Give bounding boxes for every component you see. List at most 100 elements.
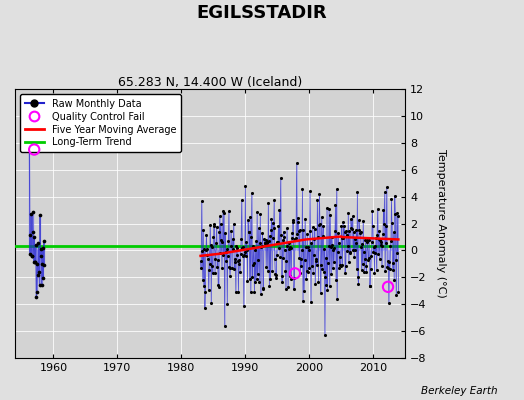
Point [271,274,280,281]
Point [314,233,322,240]
Point [370,270,378,276]
Point [239,253,247,260]
Point [343,248,352,254]
Point [282,286,290,292]
Point [267,227,275,233]
Point [212,224,221,230]
Point [326,212,334,219]
Point [340,222,348,229]
Point [298,247,306,254]
Point [296,227,304,233]
Point [211,256,220,262]
Point [225,208,233,215]
Point [254,257,263,264]
Point [368,223,377,230]
Point [346,250,355,256]
Point [379,231,387,238]
Point [386,266,394,272]
Point [377,239,386,246]
Point [257,244,266,250]
Point [274,223,282,230]
Point [369,249,377,256]
Point [248,274,256,280]
Point [255,279,264,286]
Point [394,213,402,220]
Point [372,250,380,257]
Point [30,258,39,265]
Point [31,258,39,265]
Point [283,243,292,250]
Point [296,269,304,276]
Point [277,232,285,239]
Point [312,258,321,264]
Point [245,276,254,282]
Point [325,206,333,212]
Point [260,240,269,247]
Point [305,188,314,194]
Point [218,238,226,245]
Point [241,183,249,189]
Point [29,229,37,235]
Point [334,230,342,236]
Point [25,146,34,153]
Point [279,255,287,262]
Point [253,276,261,282]
Point [221,323,229,329]
Point [289,219,298,226]
Point [224,238,233,244]
Point [307,299,315,305]
Point [333,296,341,303]
Point [248,262,257,268]
Point [312,256,320,262]
Text: Berkeley Earth: Berkeley Earth [421,386,498,396]
Point [235,257,244,263]
Point [32,289,41,296]
Point [259,286,268,292]
Point [387,196,396,202]
Point [390,277,398,284]
Point [361,256,369,262]
Point [293,214,302,221]
Point [227,228,235,234]
Point [280,234,289,240]
Point [339,235,347,242]
Point [266,276,275,282]
Point [201,305,209,312]
Point [39,275,48,282]
Point [394,288,402,295]
Point [375,236,383,243]
Point [386,243,395,249]
Point [242,238,250,245]
Point [228,265,236,271]
Point [249,243,257,250]
Point [270,256,279,262]
Point [303,231,311,237]
Point [206,242,215,248]
Point [293,230,301,237]
Point [350,254,358,260]
Point [367,239,376,246]
Point [387,238,395,244]
Point [342,228,351,235]
Point [384,258,392,264]
Point [309,270,317,276]
Point [292,160,301,166]
Point [261,237,270,243]
Point [232,242,241,249]
Point [37,246,45,252]
Point [368,208,376,214]
Point [206,222,214,228]
Point [366,283,374,289]
Point [40,238,48,244]
Point [347,225,356,231]
Point [370,243,379,249]
Point [273,239,281,245]
Point [340,229,348,235]
Point [246,289,255,295]
Point [308,263,316,270]
Point [320,246,329,252]
Point [372,235,380,241]
Point [320,269,328,275]
Point [230,221,238,227]
Point [363,238,371,245]
